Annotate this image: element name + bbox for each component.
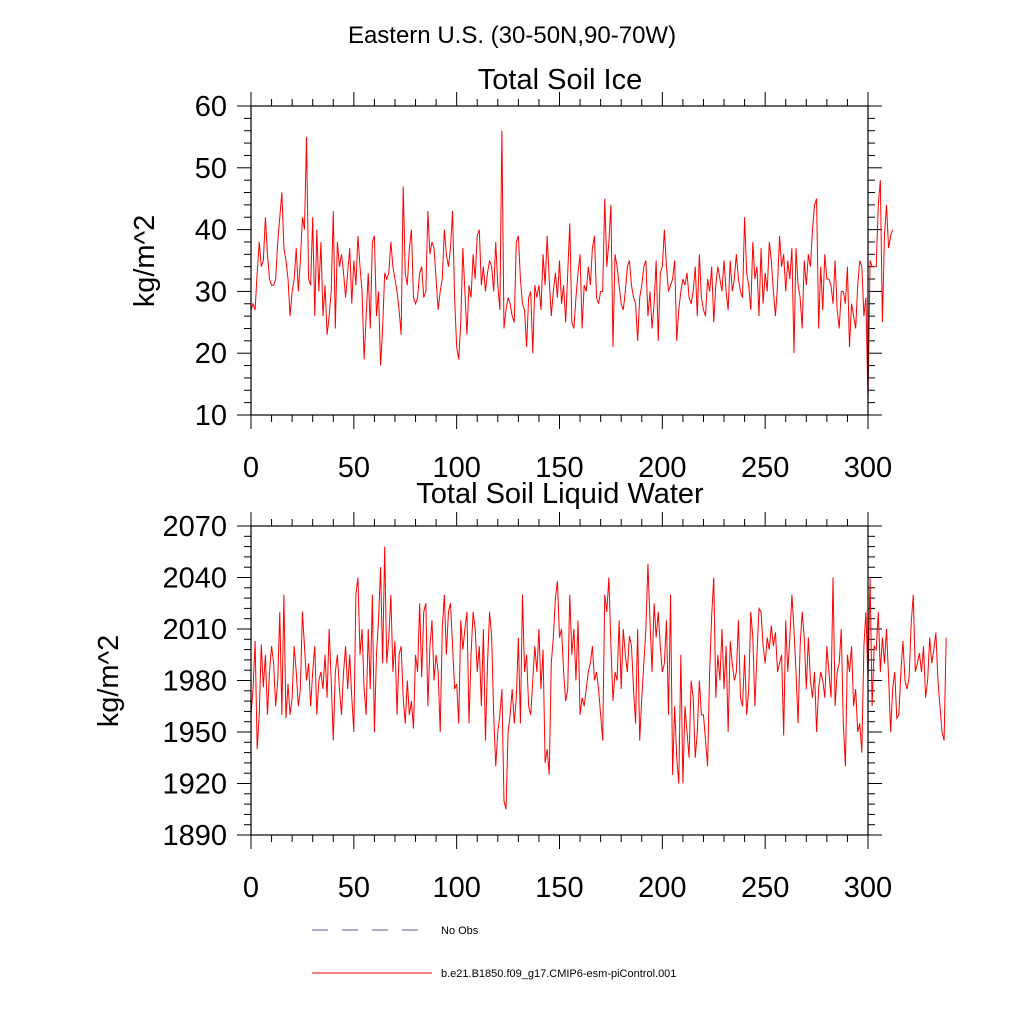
y-tick-label-soil-liquid-water: 2040: [162, 563, 227, 595]
x-tick-label-soil-liquid-water: 0: [243, 872, 259, 904]
legend-entry-no-obs: No Obs: [312, 925, 479, 937]
x-tick-label-soil-liquid-water: 150: [535, 872, 583, 904]
legend-label-no-obs: No Obs: [441, 925, 479, 937]
y-tick-label-soil-ice: 50: [195, 153, 227, 185]
y-tick-label-soil-ice: 20: [195, 338, 227, 370]
plot-frame-soil-liquid-water: [250, 525, 869, 836]
line-series-soil-liquid-water: [250, 546, 947, 810]
y-tick-label-soil-liquid-water: 2070: [162, 511, 227, 543]
figure-suptitle: Eastern U.S. (30-50N,90-70W): [348, 22, 676, 49]
ticks-soil-liquid-water: [237, 512, 882, 849]
x-tick-label-soil-ice: 50: [338, 452, 370, 484]
y-axis-label-soil-ice: kg/m^2: [129, 215, 161, 308]
panel-total-soil-ice: Total Soil Ice kg/m^2 0 50 100 150 200 250 300…: [129, 64, 894, 484]
ticks-soil-ice: [237, 92, 882, 429]
y-tick-label-soil-liquid-water: 1920: [162, 769, 227, 801]
y-tick-label-soil-ice: 30: [195, 276, 227, 308]
x-tick-label-soil-ice: 100: [432, 452, 480, 484]
x-tick-label-soil-ice: 0: [243, 452, 259, 484]
line-series-soil-ice: [250, 130, 894, 403]
plot-frame-soil-ice: [250, 105, 869, 416]
y-tick-label-soil-ice: 60: [195, 91, 227, 123]
panel-title-soil-ice: Total Soil Ice: [478, 64, 642, 96]
legend: No Obs b.e21.B1850.f09_g17.CMIP6-esm-piC…: [312, 925, 676, 980]
y-tick-label-soil-ice: 10: [195, 400, 227, 432]
x-tick-label-soil-liquid-water: 250: [741, 872, 789, 904]
y-tick-label-soil-liquid-water: 2010: [162, 614, 227, 646]
tick-labels-soil-ice: 0 50 100 150 200 250 300 10 20 30 40 50 60: [195, 91, 892, 484]
x-tick-label-soil-liquid-water: 300: [844, 872, 892, 904]
x-tick-label-soil-liquid-water: 200: [638, 872, 686, 904]
x-tick-label-soil-ice: 200: [638, 452, 686, 484]
x-tick-label-soil-liquid-water: 100: [432, 872, 480, 904]
x-tick-label-soil-ice: 300: [844, 452, 892, 484]
y-tick-label-soil-ice: 40: [195, 215, 227, 247]
x-tick-label-soil-ice: 150: [535, 452, 583, 484]
tick-labels-soil-liquid-water: 0 50 100 150 200 250 300 1890 1920 1950 1980 2010 20…: [162, 511, 892, 904]
y-axis-label-soil-liquid-water: kg/m^2: [93, 635, 125, 728]
x-tick-label-soil-liquid-water: 50: [338, 872, 370, 904]
y-tick-label-soil-liquid-water: 1950: [162, 717, 227, 749]
x-tick-label-soil-ice: 250: [741, 452, 789, 484]
legend-label-model-run: b.e21.B1850.f09_g17.CMIP6-esm-piControl.…: [441, 968, 676, 980]
y-tick-label-soil-liquid-water: 1980: [162, 666, 227, 698]
y-tick-label-soil-liquid-water: 1890: [162, 820, 227, 852]
panel-total-soil-liquid-water: Total Soil Liquid Water kg/m^2 0 50 100 150…: [93, 478, 947, 904]
panel-title-soil-liquid-water: Total Soil Liquid Water: [416, 478, 704, 510]
legend-entry-model-run: b.e21.B1850.f09_g17.CMIP6-esm-piControl.…: [312, 968, 676, 980]
